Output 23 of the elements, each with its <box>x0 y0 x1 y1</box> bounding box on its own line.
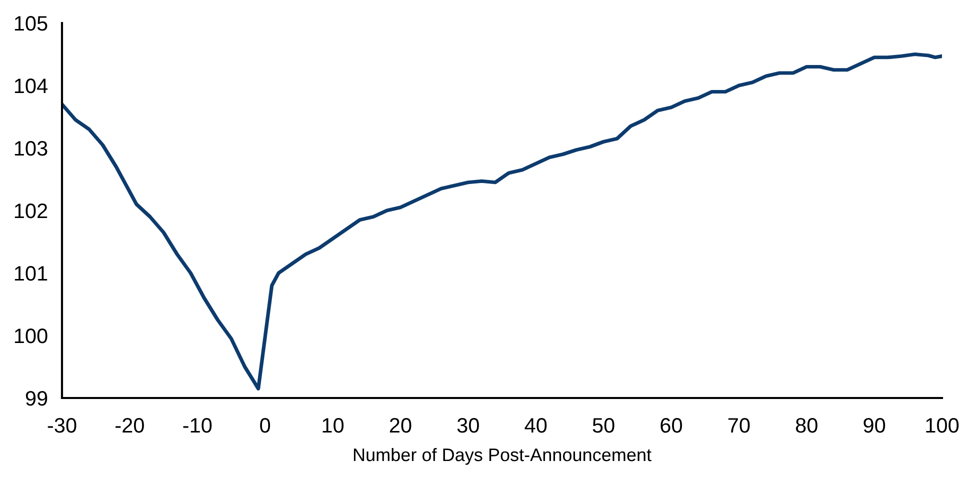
x-tick-label: -30 <box>48 418 76 433</box>
x-tick-label: 30 <box>457 418 479 433</box>
y-tick-label: 104 <box>14 78 48 94</box>
x-tick-label: 100 <box>926 418 959 433</box>
x-tick-label: 40 <box>524 418 547 433</box>
x-tick-label: 10 <box>322 418 344 433</box>
y-tick-label: 105 <box>14 16 48 31</box>
x-tick-label: 60 <box>660 418 682 433</box>
line-series <box>62 52 942 390</box>
x-tick-label: 0 <box>260 418 270 433</box>
y-tick-label: 102 <box>14 204 48 218</box>
x-tick-label: 70 <box>728 418 750 433</box>
x-tick-label: -20 <box>116 418 144 433</box>
y-tick-label: 103 <box>14 141 48 156</box>
x-tick-label: 50 <box>592 418 614 433</box>
x-tick-label: 20 <box>390 418 412 433</box>
y-tick-label: 101 <box>14 266 48 281</box>
y-tick-label: 100 <box>14 328 48 344</box>
x-axis-title: Number of Days Post-Announcement <box>354 448 652 465</box>
y-tick-label: 99 <box>26 391 48 406</box>
x-tick-label: -10 <box>183 418 212 433</box>
x-tick-label: 90 <box>864 418 886 433</box>
x-tick-label: 80 <box>796 418 818 433</box>
